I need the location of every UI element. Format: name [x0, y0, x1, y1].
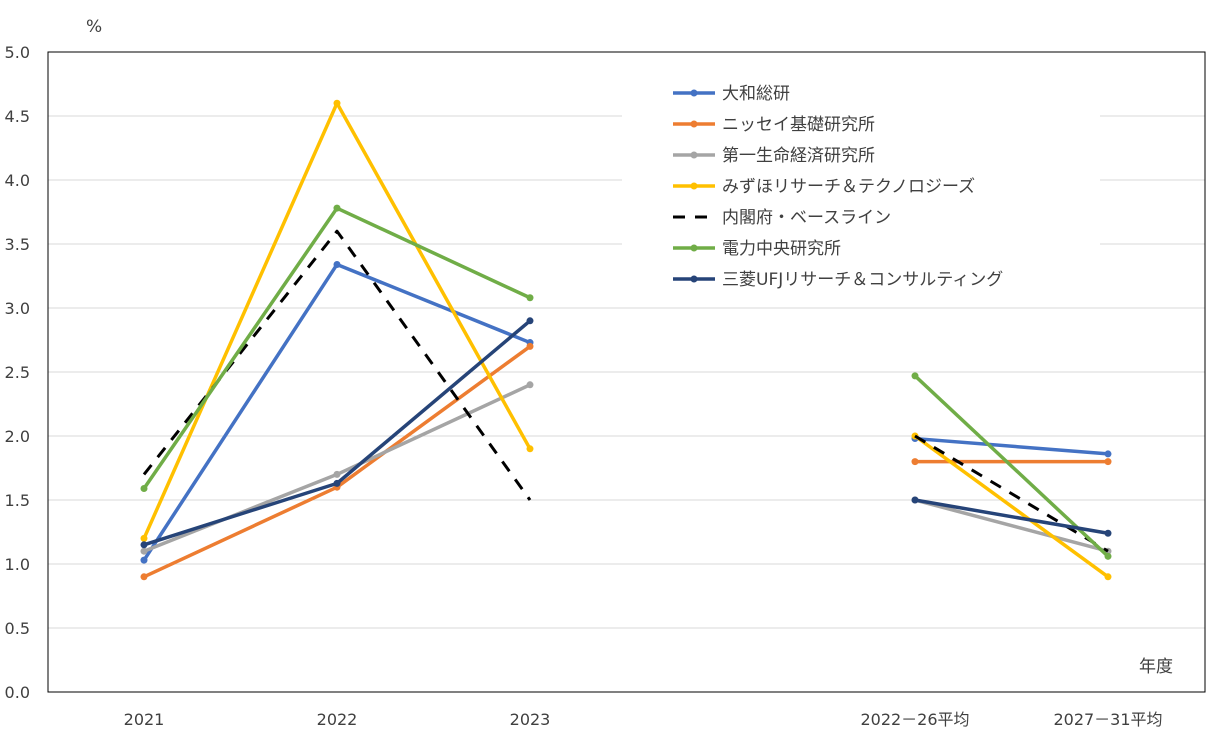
- data-point: [333, 204, 341, 212]
- legend-label: ニッセイ基礎研究所: [722, 115, 875, 135]
- series-line: [914, 498, 1109, 536]
- data-point: [140, 484, 148, 492]
- legend-label: 電力中央研究所: [722, 239, 841, 259]
- series-line: [914, 498, 1109, 553]
- data-point: [333, 470, 341, 478]
- legend-label: みずほリサーチ＆テクノロジーズ: [722, 177, 975, 197]
- y-tick-label: 0.0: [5, 683, 30, 702]
- legend-label: 大和総研: [722, 84, 790, 104]
- legend-marker: [690, 89, 698, 97]
- x-tick-label: 2021: [124, 710, 165, 729]
- series-line: [914, 434, 1109, 553]
- series-line: [142, 229, 532, 501]
- y-tick-label: 1.0: [5, 555, 30, 574]
- legend-item: 内閣府・ベースライン: [673, 208, 891, 228]
- data-point: [911, 496, 919, 504]
- data-point: [1104, 552, 1112, 560]
- legend-label: 第一生命経済研究所: [722, 146, 875, 166]
- x-unit-label: 年度: [1139, 657, 1173, 677]
- series-5: [142, 229, 1109, 553]
- legend-label: 三菱UFJリサーチ＆コンサルティング: [722, 270, 1003, 290]
- plot-area-border: [47, 51, 1206, 693]
- series-layer: [140, 99, 1112, 581]
- legend-marker: [690, 182, 698, 190]
- data-point: [140, 541, 148, 549]
- x-tick-label: 2022－26平均: [860, 710, 969, 729]
- legend: 大和総研ニッセイ基礎研究所第一生命経済研究所みずほリサーチ＆テクノロジーズ内閣府…: [622, 70, 1100, 306]
- legend-item: 三菱UFJリサーチ＆コンサルティング: [673, 270, 1003, 290]
- data-point: [333, 260, 341, 268]
- data-point: [1104, 458, 1112, 466]
- axis-layer: 0.0 0.5 1.0 1.5 2.0 2.5 3.0 3.5 4.0 4.5 5.0 2021 202…: [5, 43, 1163, 729]
- y-tick-label: 4.5: [5, 107, 30, 126]
- x-tick-label: 2027－31平均: [1053, 710, 1162, 729]
- data-point: [526, 294, 534, 302]
- legend-marker: [690, 244, 698, 252]
- y-unit-label: %: [86, 17, 102, 37]
- y-tick-label: 0.5: [5, 619, 30, 638]
- y-tick-label: 1.5: [5, 491, 30, 510]
- y-tick-label: 2.5: [5, 363, 30, 382]
- y-tick-label: 5.0: [5, 43, 30, 62]
- data-point: [140, 534, 148, 542]
- legend-item: ニッセイ基礎研究所: [673, 115, 875, 135]
- y-tick-label: 4.0: [5, 171, 30, 190]
- data-point: [1104, 529, 1112, 537]
- x-tick-label: 2022: [317, 710, 358, 729]
- data-point: [333, 99, 341, 107]
- x-tick-label: 2023: [510, 710, 551, 729]
- legend-item: 電力中央研究所: [673, 239, 841, 259]
- data-point: [526, 317, 534, 325]
- data-point: [333, 479, 341, 487]
- data-point: [526, 445, 534, 453]
- series-line: [913, 434, 1110, 579]
- y-tick-label: 3.0: [5, 299, 30, 318]
- data-point: [1104, 450, 1112, 458]
- legend-item: みずほリサーチ＆テクノロジーズ: [673, 177, 975, 197]
- data-point: [911, 372, 919, 380]
- legend-label: 内閣府・ベースライン: [722, 208, 891, 228]
- series-line: [914, 436, 1109, 456]
- data-point: [911, 458, 919, 466]
- series-7: [140, 317, 1112, 549]
- legend-item: 大和総研: [673, 84, 790, 104]
- y-tick-label: 3.5: [5, 235, 30, 254]
- legend-marker: [690, 120, 698, 128]
- data-point: [526, 342, 534, 350]
- data-point: [526, 381, 534, 389]
- y-tick-label: 2.0: [5, 427, 30, 446]
- legend-marker: [690, 151, 698, 159]
- data-point: [140, 547, 148, 555]
- data-point: [140, 573, 148, 581]
- legend-item: 第一生命経済研究所: [673, 146, 875, 166]
- legend-marker: [690, 275, 698, 283]
- legend-background: [622, 70, 1100, 306]
- data-point: [1104, 573, 1112, 581]
- data-point: [140, 556, 148, 564]
